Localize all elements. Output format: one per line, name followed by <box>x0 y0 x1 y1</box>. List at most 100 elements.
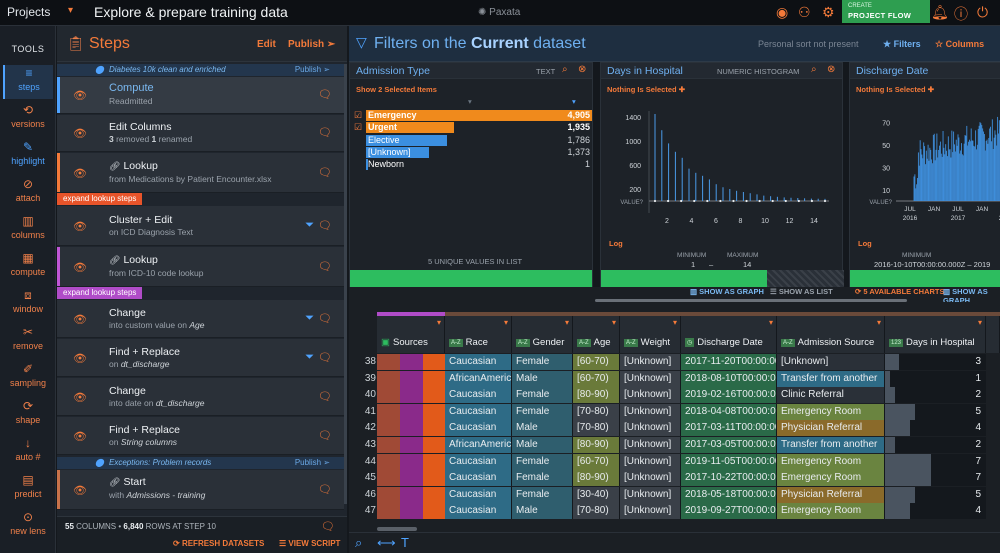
cell-days[interactable]: 3 <box>885 354 986 370</box>
eye-icon[interactable]: 👁︎ <box>73 90 87 102</box>
tool-compute[interactable]: ▦ compute <box>3 250 53 284</box>
step-lookup-medications[interactable]: 👁︎ 🔗︎ Lookup from Medications by Patient … <box>57 153 344 193</box>
cell-weight[interactable]: [Unknown] <box>620 437 681 453</box>
cell-days[interactable]: 2 <box>885 387 986 404</box>
cell-race[interactable]: AfricanAmerican <box>445 437 512 453</box>
comment-icon[interactable]: 🗨︎ <box>318 351 332 364</box>
text-icon[interactable]: T <box>401 535 409 550</box>
comment-icon[interactable]: 🗨︎ <box>318 166 332 179</box>
cell-src[interactable]: Transfer from another <box>777 370 885 387</box>
info-icon[interactable]: ⓘ <box>954 6 968 22</box>
cell-days[interactable]: 5 <box>885 486 986 503</box>
cell-race[interactable]: Caucasian <box>445 354 512 370</box>
cell-days[interactable]: 4 <box>885 420 986 437</box>
tool-steps[interactable]: ≡ steps <box>3 65 53 99</box>
cell-days[interactable]: 2 <box>885 437 986 453</box>
cell-weight[interactable]: [Unknown] <box>620 387 681 404</box>
table-row[interactable]: Caucasian Male [70-80) [Unknown] 2019-09-27T… <box>349 503 1000 520</box>
show-as-graph-link-2[interactable]: ▥ SHOW AS GRAPH <box>943 287 988 305</box>
column-header-more[interactable] <box>986 316 1000 353</box>
checked-icon[interactable]: ☑ <box>354 122 363 133</box>
cell-src[interactable]: Physician Referral <box>777 420 885 437</box>
available-charts-link[interactable]: ⟳ 5 AVAILABLE CHARTS <box>855 287 945 296</box>
cell-weight[interactable]: [Unknown] <box>620 420 681 437</box>
chevron-down-icon[interactable]: ▾ <box>564 318 569 327</box>
cell-src[interactable]: Emergency Room <box>777 503 885 520</box>
table-row[interactable]: AfricanAmericanMale[80-90)[Unknown]2017-… <box>349 437 1000 453</box>
cell-date[interactable]: 2017-03-05T00:00:00 <box>681 437 777 453</box>
filter-icon[interactable]: ⏷ <box>305 311 314 324</box>
comment-icon[interactable]: 🗨︎ <box>318 390 332 403</box>
selection-status[interactable]: Nothing Is Selected ✚ <box>856 85 934 94</box>
cell-gender[interactable]: Male <box>512 503 573 520</box>
chevron-down-icon[interactable]: ▾ <box>68 5 74 16</box>
column-header-admission-source[interactable]: A-Z Admission Source ▾ <box>777 316 885 353</box>
cell-days[interactable]: 7 <box>885 453 986 470</box>
selection-status[interactable]: Show 2 Selected Items <box>356 85 437 94</box>
projects-menu[interactable]: Projects <box>7 5 51 19</box>
eye-icon[interactable]: 👁︎ <box>73 484 87 497</box>
cell-weight[interactable]: [Unknown] <box>620 370 681 387</box>
column-header-age[interactable]: A-Z Age ▾ <box>573 316 620 353</box>
table-row[interactable]: Caucasian Female [30-40) [Unknown] 2018-05-1… <box>349 486 1000 503</box>
grid-hscrollbar[interactable] <box>377 527 417 531</box>
cell-race[interactable]: Caucasian <box>445 420 512 437</box>
tool-window[interactable]: ⧈ window <box>3 287 53 321</box>
eye-icon[interactable]: 👁︎ <box>73 313 87 326</box>
eye-icon[interactable]: 👁︎ <box>73 261 87 274</box>
cell-days[interactable]: 4 <box>885 503 986 520</box>
close-icon[interactable]: ⊗ <box>827 64 836 75</box>
comment-icon[interactable]: 🗨︎ <box>318 127 332 139</box>
columns-button[interactable]: ☆ Columns <box>935 39 985 49</box>
table-row[interactable]: Caucasian Male [70-80) [Unknown] 2017-03-11T… <box>349 420 1000 437</box>
column-header-sources[interactable]: ▣ Sources ▾ <box>377 316 445 353</box>
value-row[interactable]: Elective 1,786 <box>366 134 592 146</box>
filters-button[interactable]: ★ Filters <box>883 39 921 49</box>
tool-attach[interactable]: ⊘ attach <box>3 176 53 210</box>
search-icon[interactable]: ⌕ <box>811 64 817 75</box>
cell-weight[interactable]: [Unknown] <box>620 354 681 370</box>
filter-icon[interactable]: ⏷ <box>305 218 314 231</box>
step-find-replace-strings[interactable]: 👁︎ Find + Replace on String columns 🗨︎ <box>57 417 344 455</box>
cell-weight[interactable]: [Unknown] <box>620 403 681 420</box>
cell-src[interactable]: Clinic Referral <box>777 387 885 404</box>
comment-icon[interactable]: 🗨︎ <box>318 89 332 101</box>
tool-remove[interactable]: ✂ remove <box>3 324 53 358</box>
cell-race[interactable]: Caucasian <box>445 470 512 487</box>
dataset-publish-button[interactable]: Publish ➢ <box>294 65 330 74</box>
cell-age[interactable]: [60-70) <box>573 354 620 370</box>
discharge-histogram[interactable]: 70 50 30 10 VALUE? JUL JAN JUL JAN 2016 2017 2018 <box>850 97 1000 257</box>
cell-gender[interactable]: Female <box>512 470 573 487</box>
create-project-flow-button[interactable]: CREATE PROJECT FLOW <box>842 0 930 23</box>
cell-date[interactable]: 2019-02-16T00:00:00 <box>681 387 777 404</box>
cell-gender[interactable]: Male <box>512 420 573 437</box>
cell-weight[interactable]: [Unknown] <box>620 470 681 487</box>
log-toggle[interactable]: Log <box>858 239 872 248</box>
step-change-age[interactable]: 👁︎ Change into custom value on Age ⏷ 🗨︎ <box>57 300 344 338</box>
cell-date[interactable]: 2018-05-18T00:00:00 <box>681 486 777 503</box>
cell-days[interactable]: 1 <box>885 370 986 387</box>
value-row[interactable]: Emergency 4,905 <box>366 110 592 121</box>
step-edit-columns[interactable]: 👁︎ Edit Columns 3 removed 1 renamed 🗨︎ <box>57 115 344 152</box>
table-row[interactable]: Caucasian Female [70-80) [Unknown] 2018-04-0… <box>349 403 1000 420</box>
value-row[interactable]: Urgent 1,935 <box>366 122 592 134</box>
cell-race[interactable]: AfricanAmerican <box>445 370 512 387</box>
column-header-discharge-date[interactable]: ◷ Discharge Date ▾ <box>681 316 777 353</box>
cell-weight[interactable]: [Unknown] <box>620 486 681 503</box>
cell-src[interactable]: Transfer from another <box>777 437 885 453</box>
share-icon[interactable]: ⚇ <box>798 4 811 20</box>
search-icon[interactable]: ⌕ <box>562 64 568 75</box>
show-as-graph-link[interactable]: ▥ SHOW AS GRAPH <box>690 287 764 296</box>
cell-gender[interactable]: Female <box>512 453 573 470</box>
power-icon[interactable]: ⏻ <box>977 4 989 20</box>
cell-gender[interactable]: Female <box>512 403 573 420</box>
refresh-datasets-button[interactable]: ⟳ REFRESH DATASETS <box>173 539 265 548</box>
sort-indicator-count[interactable]: ▾ <box>572 97 576 106</box>
cell-src[interactable]: Emergency Room <box>777 470 885 487</box>
cell-gender[interactable]: Male <box>512 437 573 453</box>
table-row[interactable]: Caucasian Female [60-70) [Unknown] 2017-11-2… <box>349 354 1000 370</box>
eye-icon[interactable]: 👁︎ <box>73 391 87 404</box>
eye-icon[interactable]: 👁︎ <box>73 167 87 180</box>
cell-date[interactable]: 2019-09-27T00:00:00 <box>681 503 777 520</box>
cell-date[interactable]: 2019-11-05T00:00:00 <box>681 453 777 470</box>
